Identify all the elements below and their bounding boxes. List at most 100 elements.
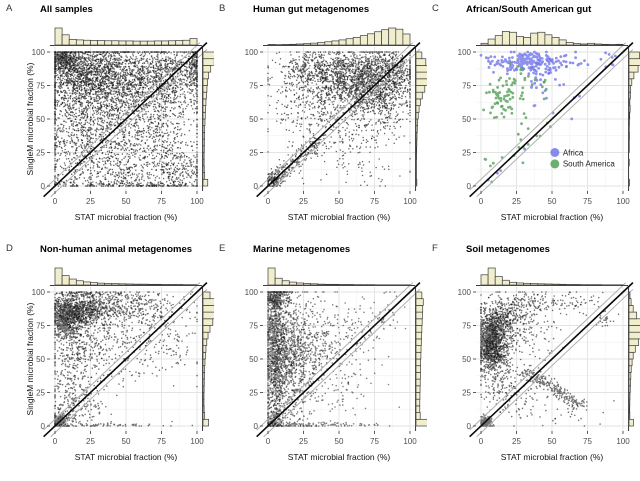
svg-text:100: 100 [403,437,417,446]
svg-text:0: 0 [467,182,472,191]
right-marginal-histogram [628,47,640,191]
svg-text:75: 75 [157,437,166,446]
panel-e: 0 25 50 75 100 0 25 50 75 100 E Marine metagenome… [213,240,427,480]
svg-text:25: 25 [36,148,45,157]
svg-text:100: 100 [32,48,46,57]
panel-f-plot: 0 25 50 75 100 0 25 50 75 100 [458,267,640,446]
svg-text:25: 25 [512,437,521,446]
top-marginal-histogram [476,31,628,46]
right-marginal-histogram [415,47,427,191]
panel-c-letter: C [432,3,439,14]
panel-e-title: Marine metagenomes [253,244,351,255]
top-marginal-histogram [476,267,628,286]
panel-d-title: Non-human animal metagenomes [40,244,193,255]
svg-text:100: 100 [616,197,630,206]
scatter-points [480,291,620,427]
legend-swatch [550,148,560,157]
svg-text:75: 75 [249,321,258,330]
panel-f-title: Soil metagenomes [466,244,550,255]
svg-text:100: 100 [32,288,46,297]
right-marginal-histogram [202,287,214,431]
legend-label: South America [563,160,616,169]
svg-text:0: 0 [479,437,484,446]
identity-lines [256,42,421,198]
svg-text:75: 75 [36,81,45,90]
axis-ticks: 0 25 50 75 100 0 25 50 75 100 [458,288,631,446]
svg-text:25: 25 [299,437,308,446]
svg-text:100: 100 [190,197,204,206]
panel-a-title: All samples [40,4,93,15]
panel-f: 0 25 50 75 100 0 25 50 75 100 F Soil metagenomes … [426,240,640,480]
panel-e-plot: 0 25 50 75 100 0 25 50 75 100 [245,267,427,446]
top-marginal-histogram [50,27,202,46]
svg-text:25: 25 [512,197,521,206]
svg-text:25: 25 [462,148,471,157]
svg-text:50: 50 [249,355,258,364]
panel-d-x-axis-label: STAT microbial fraction (%) [74,452,178,462]
svg-text:50: 50 [462,115,471,124]
svg-text:50: 50 [36,355,45,364]
scatter-points [54,291,198,427]
legend-swatch [550,159,560,169]
svg-text:50: 50 [462,355,471,364]
svg-text:100: 100 [616,437,630,446]
svg-text:0: 0 [41,182,46,191]
svg-text:0: 0 [254,422,259,431]
axis-ticks: 0 25 50 75 100 0 25 50 75 100 [458,48,631,206]
svg-text:100: 100 [458,288,472,297]
svg-text:75: 75 [462,81,471,90]
svg-text:100: 100 [245,288,259,297]
panel-a: 0 25 50 75 100 0 25 50 75 100 A All samples STAT … [0,0,214,240]
legend-label: Africa [563,148,584,157]
panel-a-letter: A [6,3,13,14]
panel-c-x-axis-label: STAT microbial fraction (%) [500,212,604,222]
svg-text:75: 75 [370,197,379,206]
svg-text:50: 50 [122,437,131,446]
svg-text:50: 50 [249,115,258,124]
panel-b-title: Human gut metagenomes [253,4,370,15]
svg-text:25: 25 [86,437,95,446]
panel-e-letter: E [219,243,226,254]
svg-text:50: 50 [548,437,557,446]
svg-text:75: 75 [249,81,258,90]
panel-e-x-axis-label: STAT microbial fraction (%) [287,452,391,462]
svg-text:0: 0 [479,197,484,206]
svg-text:50: 50 [548,197,557,206]
svg-text:25: 25 [86,197,95,206]
svg-text:75: 75 [370,437,379,446]
svg-text:75: 75 [583,197,592,206]
right-marginal-histogram [415,287,427,431]
right-marginal-histogram [628,287,640,431]
svg-text:0: 0 [266,437,271,446]
panel-d-y-axis-label: SingleM microbial fraction (%) [25,302,35,416]
svg-text:0: 0 [53,197,58,206]
top-marginal-histogram [50,267,202,286]
svg-text:100: 100 [245,48,259,57]
svg-text:0: 0 [254,182,259,191]
svg-text:25: 25 [36,388,45,397]
top-marginal-histogram [263,27,415,46]
scatter-points [267,51,411,187]
svg-text:25: 25 [299,197,308,206]
svg-text:50: 50 [36,115,45,124]
svg-text:100: 100 [190,437,204,446]
panel-c-title: African/South American gut [466,4,592,15]
svg-text:25: 25 [462,388,471,397]
identity-lines [469,42,634,198]
svg-text:100: 100 [403,197,417,206]
identity-lines [469,282,634,438]
panel-d-letter: D [6,243,13,254]
svg-text:0: 0 [467,422,472,431]
svg-text:75: 75 [36,321,45,330]
panel-d-plot: 0 25 50 75 100 0 25 50 75 100 [32,267,214,446]
svg-text:50: 50 [335,437,344,446]
axis-ticks: 0 25 50 75 100 0 25 50 75 100 [245,48,418,206]
panel-c-plot: 0 25 50 75 100 0 25 50 75 100 Africa South America [458,31,640,206]
svg-text:100: 100 [458,48,472,57]
panel-b-letter: B [219,3,226,14]
svg-text:25: 25 [249,388,258,397]
identity-lines [256,282,421,438]
identity-lines [43,282,208,438]
svg-text:75: 75 [157,197,166,206]
identity-lines [43,42,208,198]
